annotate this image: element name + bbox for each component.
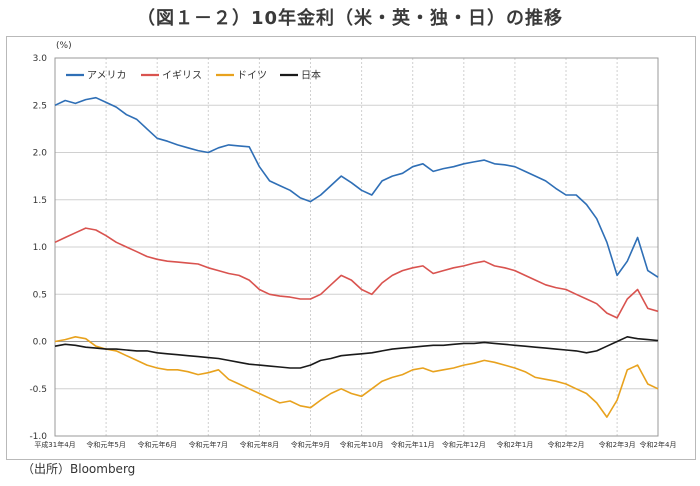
x-tick-label: 令和元年11月 xyxy=(391,440,435,449)
x-axis-ticks: 平成31年4月 令和元年5月 令和元年6月 令和元年7月 令和元年8月 令和元年9月 令和元… xyxy=(34,440,676,449)
y-tick-label: -1.0 xyxy=(29,432,47,442)
x-tick-label: 令和元年5月 xyxy=(86,440,125,449)
x-tick-label: 令和元年12月 xyxy=(442,440,486,449)
y-tick-label: 0.5 xyxy=(33,290,47,300)
x-tick-label: 令和2年2月 xyxy=(548,440,585,449)
y-tick-label: 3.0 xyxy=(33,54,48,64)
y-tick-label: 1.5 xyxy=(33,196,47,206)
y-tick-label: 2.0 xyxy=(33,149,48,159)
x-tick-label: 令和2年1月 xyxy=(496,440,533,449)
x-tick-label: 令和2年4月 xyxy=(640,440,677,449)
chart-title: （図１－２）10年金利（米・英・独・日）の推移 xyxy=(136,8,564,29)
legend-label-germany: ドイツ xyxy=(237,71,267,82)
series-lines xyxy=(54,96,659,418)
series-line-japan xyxy=(54,335,659,369)
x-tick-label: 平成31年4月 xyxy=(34,440,75,449)
legend-label-usa: アメリカ xyxy=(87,70,127,82)
x-tick-label: 令和元年8月 xyxy=(240,440,279,449)
x-tick-label: 令和元年7月 xyxy=(189,440,228,449)
x-tick-label: 令和2年3月 xyxy=(599,440,636,449)
y-tick-label: -0.5 xyxy=(29,385,47,395)
source-note: （出所）Bloomberg xyxy=(22,462,136,476)
series-line-germany xyxy=(54,335,659,418)
y-tick-label: 1.0 xyxy=(33,243,48,253)
plot-area xyxy=(54,57,659,437)
chart-frame xyxy=(6,36,696,460)
y-tick-label: 2.5 xyxy=(33,101,47,111)
gridlines xyxy=(54,57,659,437)
y-axis-ticks: 3.0 2.5 2.0 1.5 1.0 0.5 0.0 -0.5 -1.0 xyxy=(29,54,47,442)
x-tick-label: 令和元年10月 xyxy=(340,440,384,449)
y-axis-unit-label: (%) xyxy=(56,41,72,51)
x-tick-label: 令和元年9月 xyxy=(291,440,330,449)
legend-label-japan: 日本 xyxy=(301,69,321,82)
x-tick-label: 令和元年6月 xyxy=(137,440,176,449)
series-line-uk xyxy=(54,227,659,319)
y-tick-label: 0.0 xyxy=(33,338,48,348)
series-line-usa xyxy=(54,96,659,278)
legend-label-uk: イギリス xyxy=(162,70,202,82)
legend: アメリカ イギリス ドイツ 日本 xyxy=(66,69,321,82)
